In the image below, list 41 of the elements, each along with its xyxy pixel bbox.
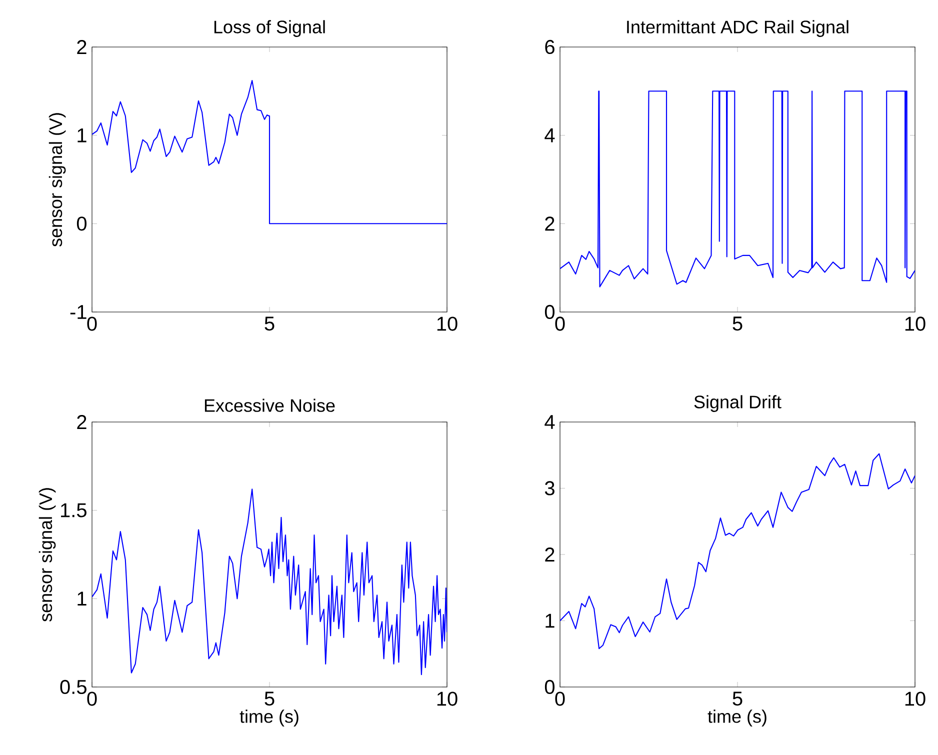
y-axis-title: sensor signal (V)	[48, 113, 66, 247]
y-tick-label: 1	[546, 614, 554, 628]
y-tick-label: 2	[77, 415, 86, 429]
x-tick-label: 0	[87, 692, 97, 706]
y-tick-label: 0	[544, 304, 555, 320]
line-series	[92, 488, 448, 676]
x-tick-label: 5	[732, 692, 742, 706]
y-tick-label: 1.5	[61, 503, 86, 518]
y-tick-label: 2	[77, 40, 86, 54]
line-series	[560, 90, 916, 288]
x-tick-label: 10	[905, 692, 926, 706]
x-tick-label: 5	[732, 316, 742, 331]
x-tick-label: 10	[437, 692, 458, 706]
y-tick-label: -1	[70, 305, 86, 319]
y-tick-label: 1	[78, 128, 86, 142]
x-tick-label: 0	[87, 316, 97, 331]
chart-title: Excessive Noise	[204, 398, 335, 412]
y-tick-label: 3	[544, 481, 554, 496]
chart-title: Signal Drift	[694, 395, 782, 412]
x-tick-label: 5	[264, 692, 274, 706]
y-tick-label: 2	[545, 548, 554, 562]
y-tick-label: 4	[544, 415, 555, 429]
y-tick-label: 1	[78, 592, 86, 606]
x-tick-label: 0	[555, 316, 565, 331]
x-tick-label: 0	[555, 692, 565, 706]
y-tick-label: 0	[544, 680, 555, 694]
line-series	[92, 80, 448, 224]
line-series	[560, 453, 916, 650]
y-tick-label: 0.5	[60, 680, 86, 694]
x-tick-label: 5	[264, 316, 274, 331]
y-axis-title: sensor signal (V)	[38, 488, 56, 622]
x-tick-label: 10	[905, 316, 926, 331]
y-tick-label: 4	[544, 128, 555, 142]
chart-title: Loss of Signal	[214, 20, 325, 37]
y-tick-label: 6	[545, 40, 554, 54]
x-axis-title: time (s)	[708, 710, 766, 726]
y-tick-label: 0	[76, 216, 87, 231]
y-tick-label: 2	[545, 216, 554, 231]
chart-title: Intermittant ADC Rail Signal	[627, 20, 848, 37]
x-tick-label: 10	[437, 316, 458, 331]
x-axis-title: time (s)	[240, 710, 298, 726]
